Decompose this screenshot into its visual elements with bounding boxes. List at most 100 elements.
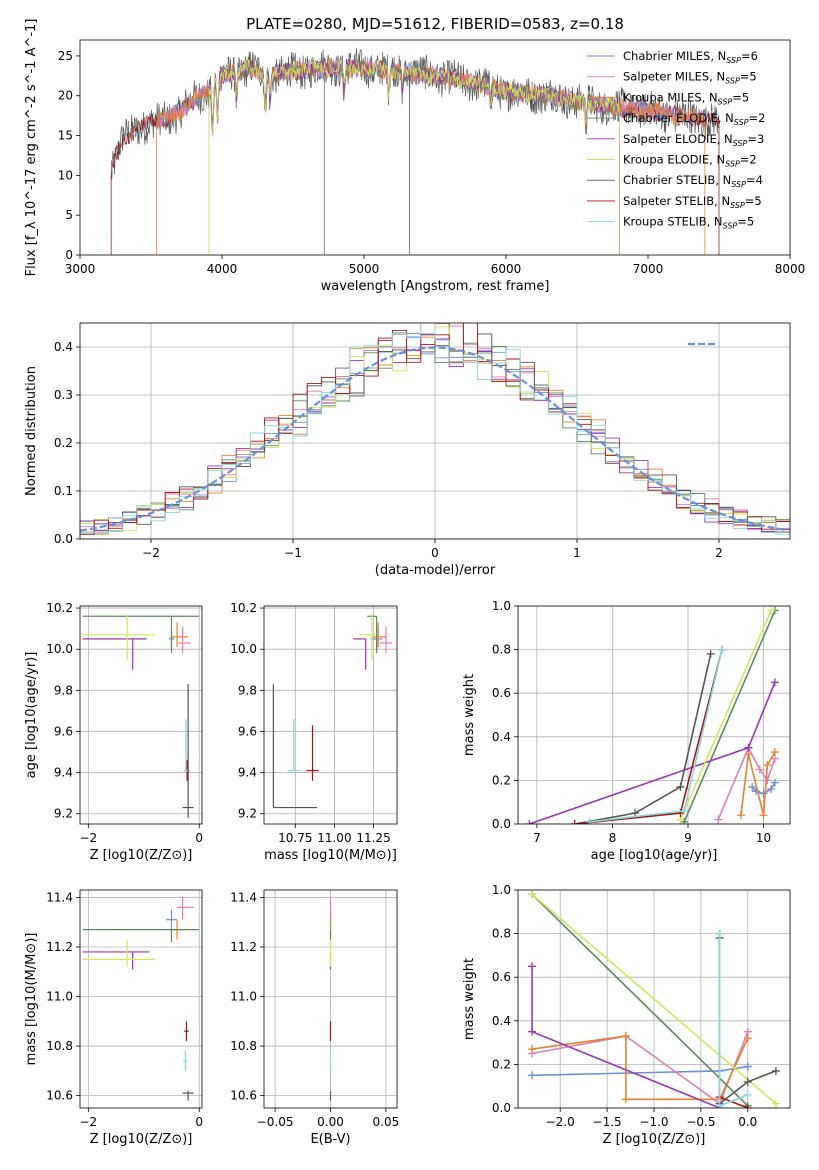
x-tick-label: 7000 xyxy=(633,262,664,276)
axes-Z-weight: −2.0 −1.5 −1.0 −0.5 0.0 0.0 0.2 0.4 0.6 0.8 1.0 Z [… xyxy=(462,883,791,1147)
y-tick-label: 10.0 xyxy=(46,642,73,656)
legend-label-sub: SSP xyxy=(718,97,733,106)
y-tick-label: 15 xyxy=(58,129,73,143)
errorbar-point xyxy=(182,1090,194,1101)
y-axis-label: age [log10(age/yr)] xyxy=(24,652,39,779)
y-tick-label: 10.8 xyxy=(230,1039,257,1053)
weight-marker xyxy=(715,1101,724,1108)
legend-label: Chabrier STELIB, NSSP=4 xyxy=(623,173,763,189)
y-tick-label: 11.4 xyxy=(230,890,257,904)
x-axis-label: E(B-V) xyxy=(310,1132,350,1147)
x-tick-label: −0.05 xyxy=(257,1115,294,1129)
legend-label: Kroupa MILES, NSSP=5 xyxy=(623,90,749,106)
legend-label-value: =5 xyxy=(737,215,754,229)
y-tick-label: 0.6 xyxy=(492,686,511,700)
y-axis-label: mass weight xyxy=(462,958,477,1040)
y-axis-label: mass weight xyxy=(462,674,477,756)
weight-marker xyxy=(714,815,723,824)
axes-frame xyxy=(517,889,791,1109)
y-tick-label: 9.6 xyxy=(238,724,257,738)
plot-area-Z-age xyxy=(80,606,202,824)
weight-marker xyxy=(748,782,757,791)
weight-marker xyxy=(621,1032,630,1041)
errorbar-point xyxy=(82,939,155,967)
errorbar-point xyxy=(82,638,147,670)
legend-label-text: Kroupa ELODIE, N xyxy=(623,153,725,167)
spectrum-line xyxy=(208,58,620,255)
errorbar-point xyxy=(371,622,387,648)
legend-label: Salpeter ELODIE, NSSP=3 xyxy=(623,132,764,148)
y-tick-label: 1.0 xyxy=(492,599,511,613)
y-tick-label: 0.2 xyxy=(54,436,73,450)
axes-age-weight: 7 8 9 10 0.0 0.2 0.4 0.6 0.8 1.0 age [log10(age/yr… xyxy=(462,599,791,863)
x-tick-label: 0.0 xyxy=(738,1115,757,1129)
legend-label: Chabrier MILES, NSSP=6 xyxy=(623,49,758,65)
x-tick-label: −2.0 xyxy=(546,1115,575,1129)
x-tick-label: 4000 xyxy=(207,262,238,276)
legend-label-sub: SSP xyxy=(725,77,740,86)
y-axis-label: Normed distribution xyxy=(24,366,39,496)
y-tick-label: 11.4 xyxy=(46,890,73,904)
x-tick-label: 0 xyxy=(431,546,439,560)
legend-label-sub: SSP xyxy=(734,118,749,127)
x-tick-label: 0 xyxy=(195,831,203,845)
y-tick-label: 0.1 xyxy=(54,484,73,498)
x-tick-label: 0.05 xyxy=(373,1115,400,1129)
weight-marker xyxy=(528,890,537,899)
legend-label: Chabrier ELODIE, NSSP=2 xyxy=(623,111,765,127)
weight-marker xyxy=(771,1099,780,1108)
weight-marker xyxy=(770,778,779,787)
weight-marker xyxy=(755,765,764,774)
legend-label: Salpeter MILES, NSSP=5 xyxy=(623,70,757,86)
x-tick-label: −1.5 xyxy=(593,1115,622,1129)
y-tick-label: 0.0 xyxy=(54,532,73,546)
weight-marker xyxy=(706,649,715,658)
x-axis-label: mass [log10(M/M⊙)] xyxy=(264,848,397,863)
plot-area-mass-age xyxy=(264,606,397,824)
legend-label-text: Salpeter MILES, N xyxy=(623,70,725,84)
legend-label-sub: SSP xyxy=(733,139,748,148)
x-tick-label: 10 xyxy=(756,831,771,845)
weight-marker xyxy=(743,1090,752,1099)
weight-marker xyxy=(752,787,760,796)
errorbar-point xyxy=(306,725,319,781)
x-tick-label: −1.0 xyxy=(639,1115,668,1129)
weight-marker xyxy=(715,929,724,938)
weight-marker xyxy=(759,789,768,798)
legend-label-value: =4 xyxy=(746,173,763,187)
weight-marker xyxy=(743,1062,752,1071)
legend-label-text: Kroupa MILES, N xyxy=(623,90,718,104)
legend-label-sub: SSP xyxy=(723,222,738,231)
errorbar-point xyxy=(287,719,300,772)
axes-residuals: −2 −1 0 1 2 0.0 0.1 0.2 0.3 0.4 (data-model)/error… xyxy=(24,322,791,578)
y-tick-label: 9.4 xyxy=(54,766,73,780)
x-tick-label: −2 xyxy=(142,546,160,560)
y-tick-label: 9.8 xyxy=(238,683,257,697)
legend-label-value: =5 xyxy=(740,70,757,84)
weight-line xyxy=(683,610,776,823)
errorbar-point xyxy=(82,615,200,654)
plot-area-residuals xyxy=(80,323,790,539)
x-tick-label: 7 xyxy=(533,831,541,845)
weight-marker xyxy=(570,820,579,824)
y-tick-label: 0.2 xyxy=(492,1057,511,1071)
y-tick-label: 10.2 xyxy=(46,601,73,615)
y-tick-label: 10 xyxy=(58,168,73,182)
errorbar-point xyxy=(177,626,191,654)
x-tick-label: 6000 xyxy=(491,262,522,276)
legend-label-sub: SSP xyxy=(725,160,740,169)
axes-frame xyxy=(263,889,398,1109)
y-tick-label: 11.0 xyxy=(46,990,73,1004)
weight-marker xyxy=(528,962,537,971)
x-tick-label: 9 xyxy=(684,831,692,845)
legend-label-sub: SSP xyxy=(730,201,745,210)
axes-frame xyxy=(517,605,791,825)
axes-frame xyxy=(79,889,203,1109)
y-tick-label: 0.8 xyxy=(492,643,511,657)
axes-ebv-mass: −0.05 0.00 0.05 10.6 10.8 11.0 11.2 11.4 E(B-V) xyxy=(230,889,400,1147)
legend-label-value: =5 xyxy=(732,90,749,104)
y-tick-label: 0 xyxy=(65,248,73,262)
legend-label-text: Chabrier STELIB, N xyxy=(623,173,731,187)
x-axis-label: Z [log10(Z/Z⊙)] xyxy=(90,848,193,863)
